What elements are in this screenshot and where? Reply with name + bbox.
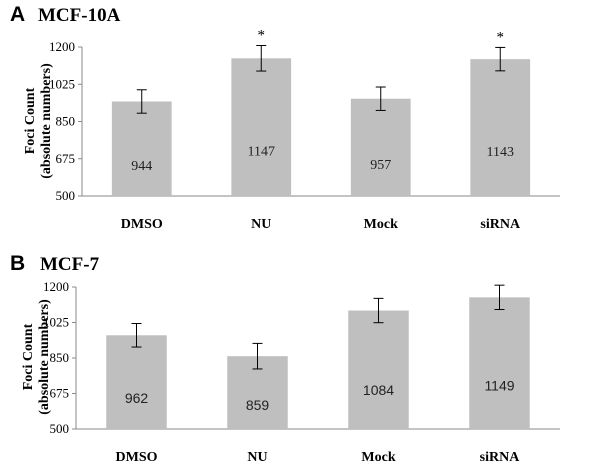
panel-b-letter: B: [10, 252, 25, 275]
panel-b-bar: [348, 310, 409, 429]
panel-b-ytick-label: 1025: [43, 315, 69, 330]
panel-a-value-label: 1147: [248, 145, 275, 160]
panel-a-ytick-label: 500: [56, 188, 76, 203]
panel-b: B MCF-7 Foci Count (absolute numbers) 50…: [10, 252, 560, 465]
panel-a-category-label: NU: [251, 217, 271, 232]
panel-a-category-label: siRNA: [480, 217, 521, 232]
panel-a: A MCF-10A Foci Count (absolute numbers) …: [10, 3, 560, 232]
panel-a-bar: [470, 59, 531, 196]
panel-a-significance-star: *: [258, 28, 266, 44]
panel-b-ytick-label: 675: [50, 386, 70, 401]
panel-b-value-label: 962: [125, 390, 149, 406]
panel-a-bar: [231, 58, 292, 196]
panel-b-title: MCF-7: [40, 254, 100, 275]
panel-b-category-label: Mock: [361, 450, 395, 465]
panel-a-category-label: Mock: [364, 217, 398, 232]
panel-b-ytick-label: 1200: [43, 279, 69, 294]
panel-b-category-label: NU: [247, 450, 267, 465]
panel-a-ylabel-line1: Foci Count: [23, 87, 38, 154]
panel-b-category-label: siRNA: [480, 450, 521, 465]
panel-b-ylabel: Foci Count (absolute numbers): [21, 299, 52, 415]
panel-b-value-label: 1084: [363, 382, 394, 398]
panel-a-value-label: 944: [131, 159, 152, 174]
panel-a-significance-star: *: [497, 29, 505, 45]
panel-a-ylabel: Foci Count (absolute numbers): [23, 63, 54, 179]
panel-a-bar: [350, 98, 411, 196]
panel-b-ytick-label: 500: [50, 421, 70, 436]
panel-a-ytick-label: 675: [56, 151, 76, 166]
panel-a-ylabel-line2: (absolute numbers): [39, 63, 54, 179]
panel-b-category-label: DMSO: [116, 450, 158, 465]
panel-b-value-label: 859: [246, 397, 270, 413]
panel-a-plot: 500 675 850 1025 1200 944 DMSO * 1147 NU 957 Mock * 1…: [49, 28, 560, 232]
panel-a-title: MCF-10A: [38, 5, 121, 26]
panel-a-letter: A: [10, 3, 25, 26]
panel-a-bar: [111, 101, 172, 196]
panel-b-bar: [106, 335, 167, 429]
panel-a-ytick-label: 1200: [49, 39, 75, 54]
panel-b-value-label: 1149: [484, 378, 514, 394]
panel-a-ytick-label: 850: [56, 114, 76, 129]
panel-a-category-label: DMSO: [121, 217, 163, 232]
panel-a-ytick-label: 1025: [49, 76, 75, 91]
panel-b-plot: 500 675 850 1025 1200 962 DMSO 859 NU 1084 Mock 114…: [43, 279, 560, 465]
panel-a-value-label: 957: [370, 158, 391, 173]
panel-b-ylabel-line2: (absolute numbers): [37, 299, 52, 415]
panel-b-bar: [469, 297, 530, 429]
panel-b-ylabel-line1: Foci Count: [21, 323, 36, 390]
panel-b-ytick-label: 850: [50, 350, 70, 365]
panel-a-value-label: 1143: [487, 145, 514, 160]
